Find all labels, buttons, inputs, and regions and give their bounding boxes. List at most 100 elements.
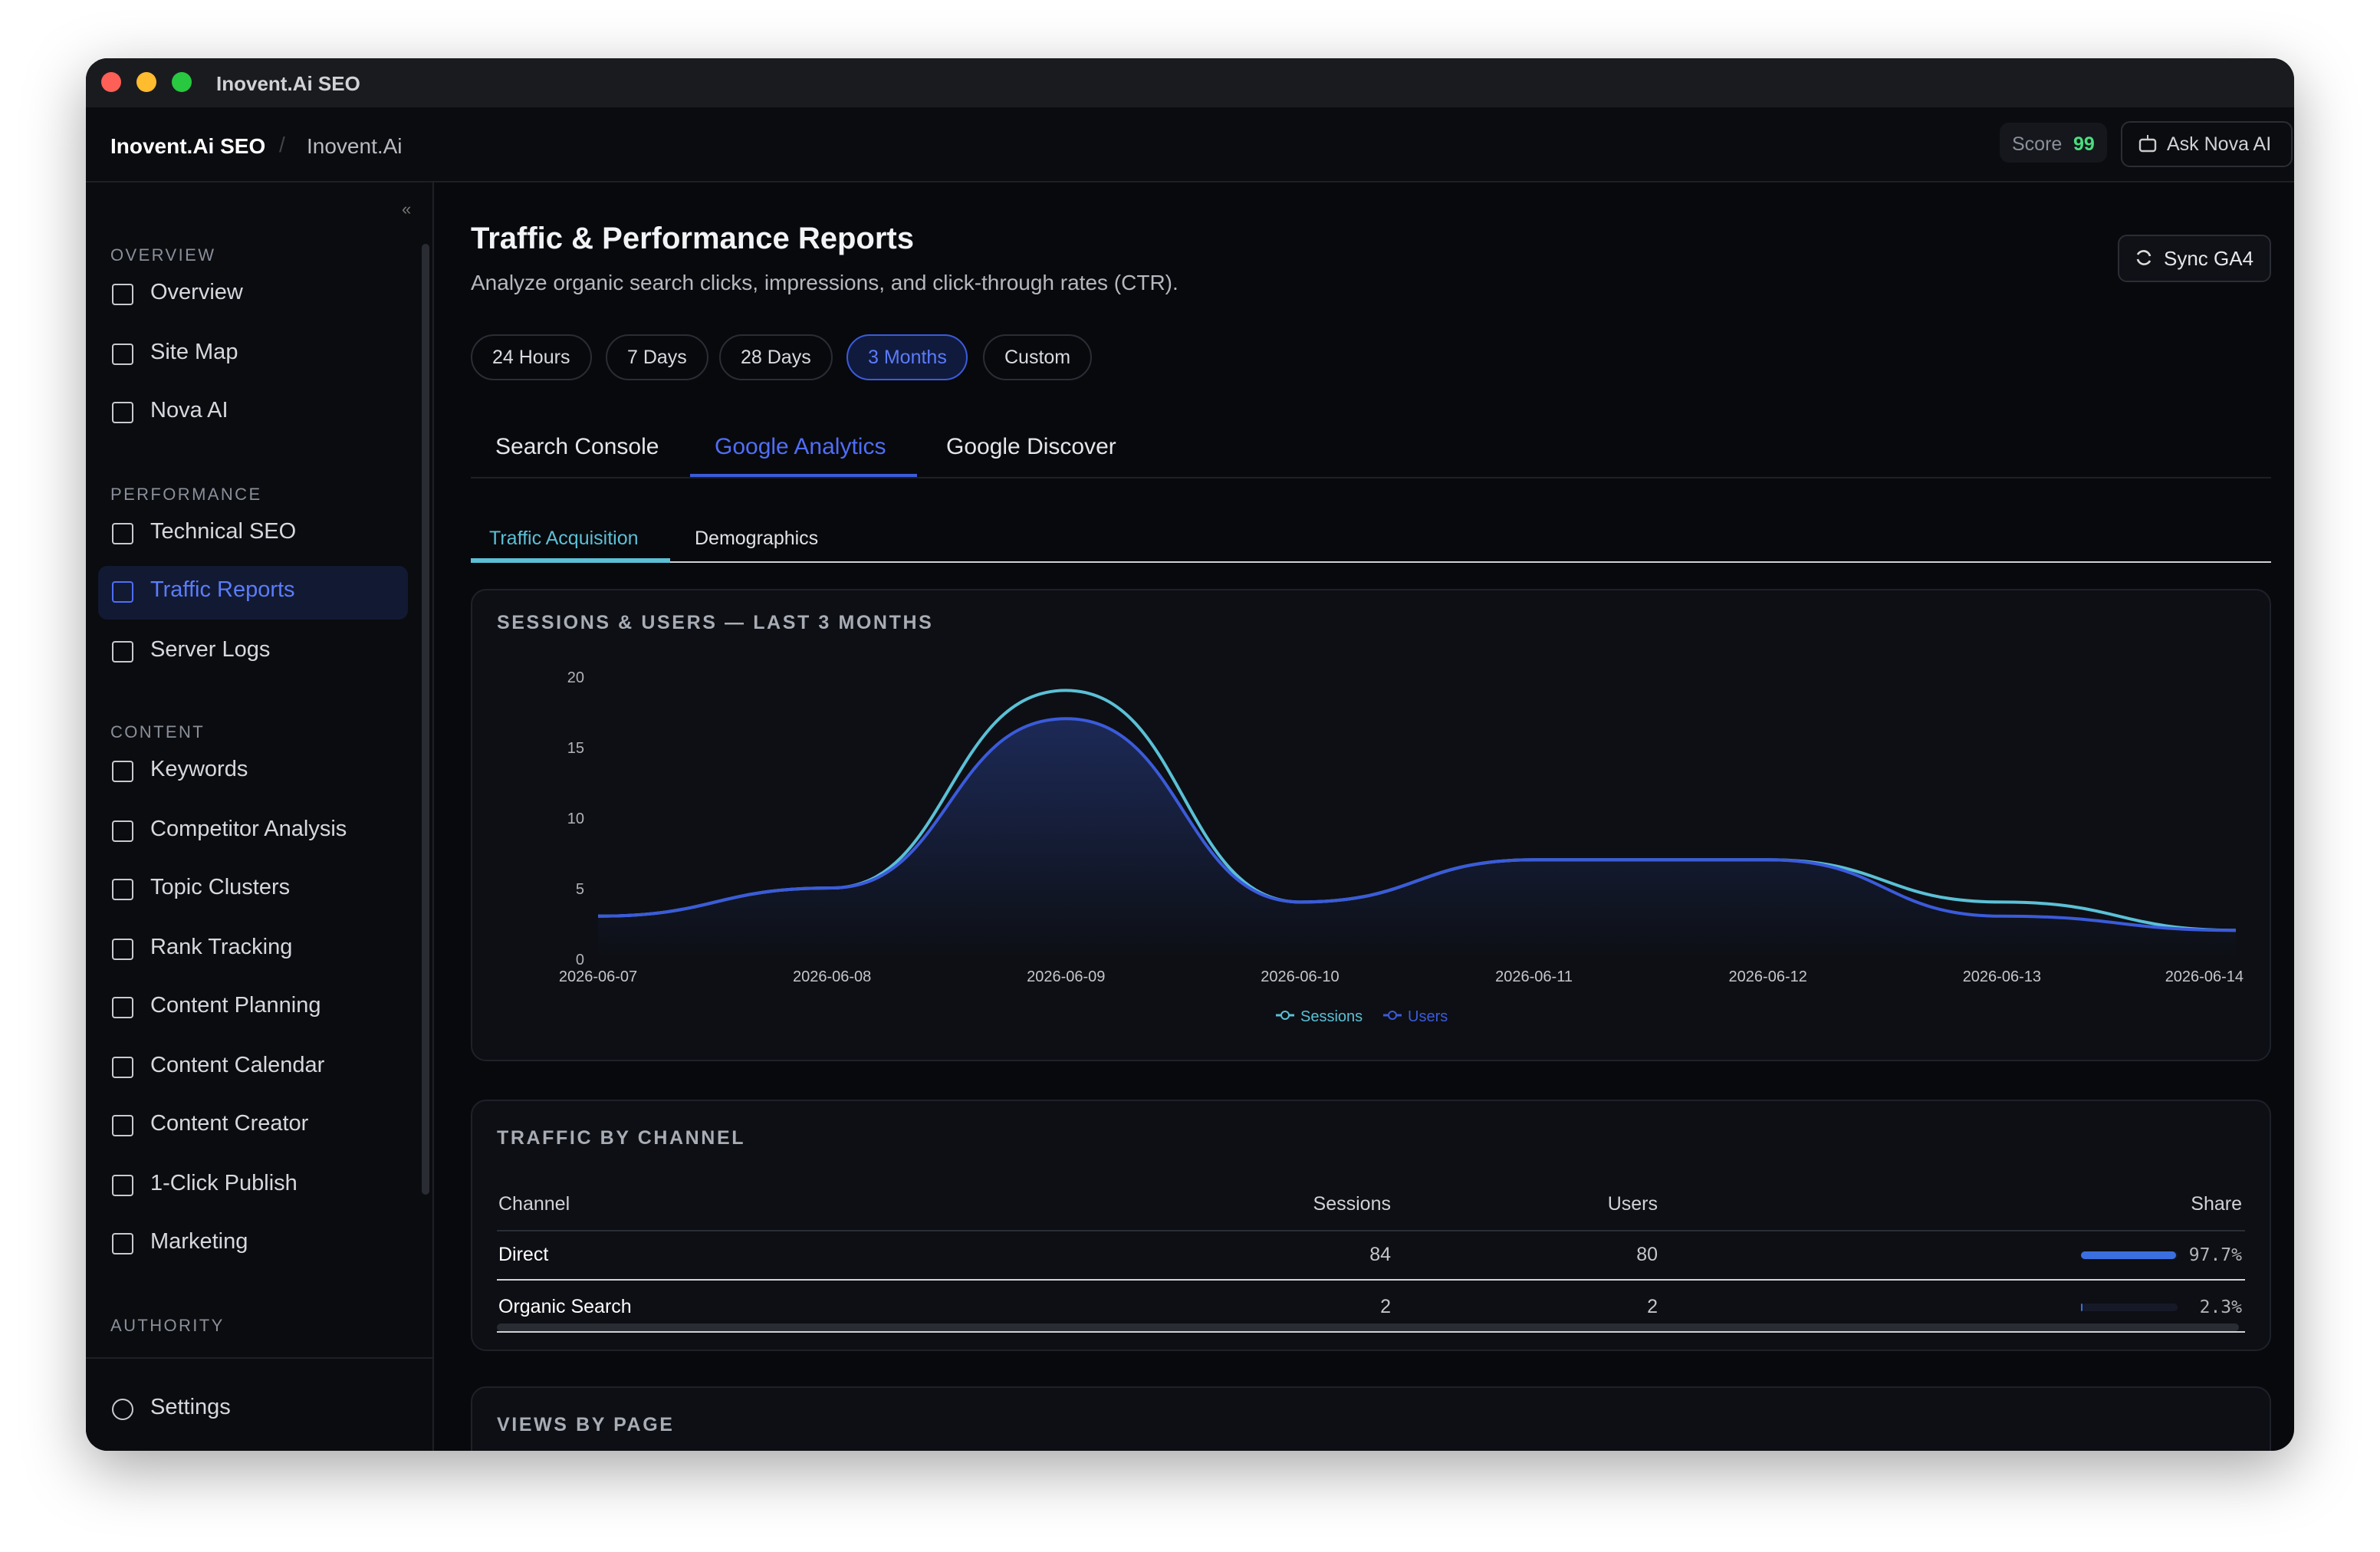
range-pill[interactable]: 3 Months [846, 334, 968, 380]
x-tick-label: 2026-06-08 [793, 968, 871, 985]
nav-icon [112, 1056, 133, 1077]
range-pill[interactable]: Custom [983, 334, 1093, 380]
nav-item[interactable]: Rank Tracking [150, 935, 293, 959]
channel: Organic Search [498, 1296, 632, 1317]
sync-button[interactable] [2118, 235, 2271, 282]
y-tick-label: 0 [576, 952, 584, 968]
window: Inovent.Ai SEO Inovent.Ai SEO / Inovent.… [86, 58, 2294, 1451]
area [598, 718, 2236, 958]
nav-icon [112, 640, 133, 662]
separator: / [279, 132, 285, 156]
nav-icon [112, 1174, 133, 1195]
row-divider [497, 1331, 2245, 1333]
nav-icon [112, 820, 133, 841]
x-tick-label: 2026-06-12 [1729, 968, 1807, 985]
x-tick-label: 2026-06-13 [1963, 968, 2041, 985]
legend-label: Sessions [1300, 1008, 1363, 1025]
views-title: VIEWS BY PAGE [497, 1414, 675, 1435]
nav-item[interactable]: Competitor Analysis [150, 817, 347, 841]
sync-icon [2136, 250, 2152, 265]
page-subtitle: Analyze organic search clicks, impressio… [471, 270, 1178, 294]
users: 2 [1647, 1296, 1658, 1317]
tabs: Search Console Google Analytics Google Dis… [471, 419, 2271, 478]
chart: SESSIONS & USERS — LAST 3 MONTHS 0 5 10 15 2… [497, 612, 2244, 1025]
legend-dot [1280, 1011, 1290, 1020]
bot-icon [2138, 135, 2157, 153]
subtab[interactable]: Traffic Acquisition [489, 528, 639, 549]
sidebar: « OVERVIEW Overview Site Map Nova AI PERFORM… [86, 182, 434, 1451]
nav-item[interactable]: Content Creator [150, 1112, 309, 1136]
share-label: 2.3% [2199, 1296, 2242, 1317]
x-tick-label: 2026-06-07 [559, 968, 637, 985]
nav-item[interactable]: Keywords [150, 758, 248, 782]
nav-item[interactable]: 1-Click Publish [150, 1171, 298, 1195]
section-title: CONTENT [110, 724, 205, 742]
nav-icon [112, 284, 133, 305]
sessions: 84 [1369, 1244, 1391, 1265]
nav-item[interactable]: Content Planning [150, 994, 321, 1018]
nav-item[interactable]: Site Map [150, 340, 238, 364]
tab-underline [690, 474, 917, 477]
section-title: PERFORMANCE [110, 485, 262, 504]
share-track [2081, 1304, 2178, 1311]
table-title: TRAFFIC BY CHANNEL [497, 1127, 746, 1149]
y-tick-label: 10 [567, 811, 584, 827]
nav-item[interactable]: Overview [150, 281, 243, 305]
range-pill[interactable]: 28 Days [719, 334, 833, 380]
x-tick-label: 2026-06-11 [1495, 968, 1573, 985]
collapse[interactable]: « [402, 201, 412, 219]
tab[interactable]: Google Analytics [715, 434, 886, 460]
nav-icon [112, 1399, 133, 1420]
nav-item[interactable]: Traffic Reports [150, 578, 295, 603]
nav-icon [112, 761, 133, 782]
share-label: 97.7% [2188, 1244, 2242, 1265]
nav-icon [112, 581, 133, 603]
active-bg [98, 566, 408, 620]
column-header: Share [2191, 1193, 2242, 1215]
y-tick-label: 15 [567, 740, 584, 757]
section-title: AUTHORITY [110, 1317, 225, 1335]
nav-item[interactable]: Content Calendar [150, 1053, 325, 1077]
nav-item[interactable]: Server Logs [150, 637, 271, 662]
subtab[interactable]: Demographics [695, 528, 819, 549]
tab[interactable]: Search Console [495, 434, 659, 460]
close[interactable] [101, 72, 121, 92]
score-value: 99 [2073, 133, 2095, 155]
ask-button[interactable] [2121, 121, 2293, 167]
minimize[interactable] [136, 72, 156, 92]
tab[interactable]: Google Discover [946, 434, 1116, 460]
line [597, 717, 2237, 932]
users: 80 [1636, 1244, 1658, 1265]
row-divider [497, 1279, 2245, 1281]
column-header: Sessions [1313, 1193, 1391, 1215]
subtabs: Traffic Acquisition Demographics [471, 512, 2271, 563]
scrollbar [422, 244, 429, 1195]
x-tick-label: 2026-06-14 [2165, 968, 2244, 985]
h-scrollbar [497, 1323, 2239, 1331]
titlebar [86, 58, 2294, 107]
nav-item[interactable]: Settings [150, 1396, 231, 1420]
breadcrumb[interactable]: Inovent.Ai SEO [110, 133, 266, 158]
nav-item[interactable]: Nova AI [150, 399, 228, 423]
breadcrumb[interactable]: Inovent.Ai [307, 133, 403, 158]
section-title: OVERVIEW [110, 247, 216, 265]
x-tick-label: 2026-06-09 [1027, 968, 1105, 985]
chart-title: SESSIONS & USERS — LAST 3 MONTHS [497, 612, 933, 633]
nav-item[interactable]: Marketing [150, 1230, 248, 1254]
zoom[interactable] [172, 72, 192, 92]
range-pill[interactable]: 7 Days [606, 334, 708, 380]
range-pill[interactable]: 24 Hours [471, 334, 592, 380]
ask-label: Ask Nova AI [2167, 133, 2272, 155]
legend-dot [1388, 1011, 1397, 1020]
nav-item[interactable]: Topic Clusters [150, 876, 291, 900]
row-divider [497, 1230, 2245, 1231]
nav-icon [112, 1233, 133, 1254]
nav-item[interactable]: Technical SEO [150, 519, 297, 544]
score-box [2000, 123, 2107, 163]
divider [86, 1357, 432, 1359]
share-bar [2081, 1304, 2083, 1311]
nav-icon [112, 879, 133, 900]
nav-icon [112, 343, 133, 364]
y-tick-label: 5 [576, 881, 584, 898]
